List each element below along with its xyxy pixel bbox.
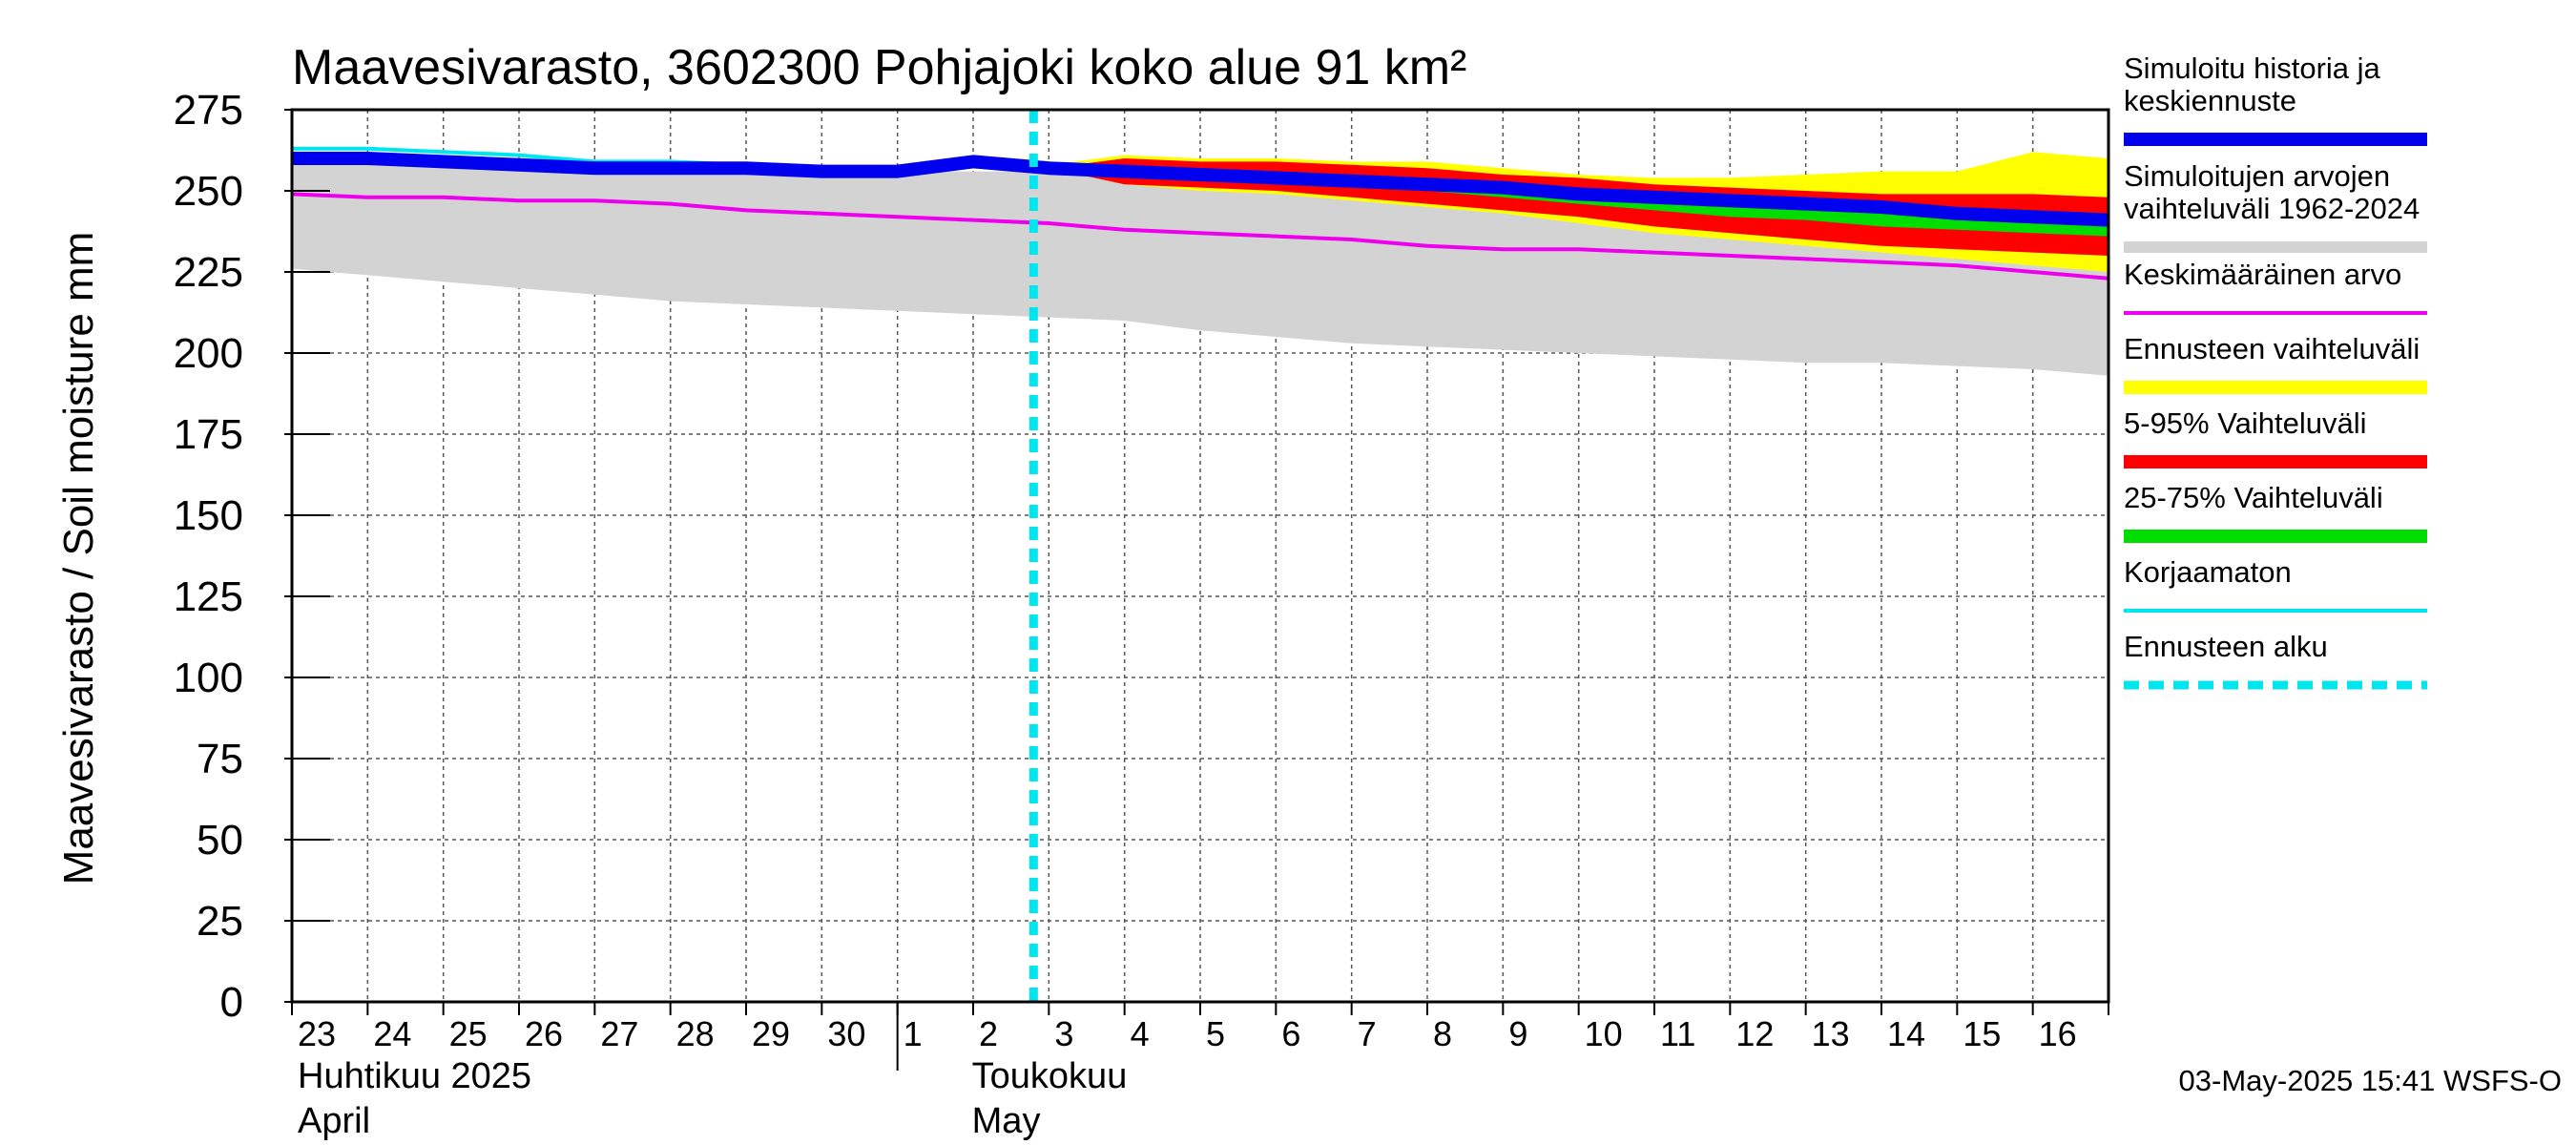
line-series (291, 192, 2109, 281)
legend-label: Keskimääräinen arvo (2124, 258, 2401, 291)
y-tick-label: 0 (220, 979, 243, 1026)
y-tick-label: 75 (197, 736, 243, 782)
x-tick-label: 29 (752, 1014, 790, 1053)
y-axis-label: Maavesivarasto / Soil moisture mm (55, 232, 102, 885)
x-tick-label: 14 (1887, 1014, 1925, 1053)
x-tick-label: 6 (1281, 1014, 1300, 1053)
x-tick-label: 30 (827, 1014, 865, 1053)
legend-label: vaihteluväli 1962-2024 (2124, 192, 2420, 225)
legend-label: 5-95% Vaihteluväli (2124, 406, 2366, 440)
x-tick-label: 10 (1585, 1014, 1623, 1053)
legend-label: Ennusteen alku (2124, 630, 2328, 663)
legend-label: Simuloitujen arvojen (2124, 159, 2390, 193)
legend-item: Korjaamaton (2124, 555, 2427, 613)
x-tick-label: 2 (979, 1014, 998, 1053)
series-lines (291, 110, 2109, 1002)
line-series (292, 152, 2109, 227)
y-tick-label: 150 (174, 492, 243, 539)
y-tick-label: 25 (197, 898, 243, 945)
timestamp: 03-May-2025 15:41 WSFS-O (2179, 1064, 2562, 1097)
x-tick-label: 26 (525, 1014, 563, 1053)
legend-item: Keskimääräinen arvo (2124, 258, 2427, 315)
y-tick-label: 250 (174, 168, 243, 215)
y-tick-label: 100 (174, 655, 243, 701)
plot-frame (290, 108, 2110, 1004)
legend-label: 25-75% Vaihteluväli (2124, 481, 2383, 514)
legend-label: Ennusteen vaihteluväli (2124, 332, 2420, 365)
x-tick-label: 4 (1131, 1014, 1150, 1053)
legend-label: keskiennuste (2124, 84, 2296, 117)
x-tick-label: 9 (1508, 1014, 1527, 1053)
x-tick-label: 25 (449, 1014, 488, 1053)
y-tick-label: 125 (174, 573, 243, 620)
x-tick-label: 3 (1054, 1014, 1073, 1053)
band-series (1049, 168, 2109, 237)
legend-item: Ennusteen alku (2124, 630, 2427, 690)
x-tick-label: 28 (676, 1014, 715, 1053)
x-tick-label: 15 (1963, 1014, 2001, 1053)
x-tick-label: 1 (904, 1014, 923, 1053)
y-tick-label: 200 (174, 330, 243, 377)
x-tick-label: 27 (600, 1014, 638, 1053)
y-tick-label: 50 (197, 817, 243, 864)
month-label-fi: Huhtikuu 2025 (298, 1056, 531, 1096)
x-tick-label: 8 (1433, 1014, 1452, 1053)
chart-title: Maavesivarasto, 3602300 Pohjajoki koko a… (292, 40, 1466, 95)
x-tick-label: 12 (1735, 1014, 1774, 1053)
month-label-fi: Toukokuu (972, 1056, 1128, 1096)
x-tick-label: 16 (2039, 1014, 2077, 1053)
month-label-en: May (972, 1101, 1041, 1141)
legend: Simuloitu historia jakeskiennusteSimuloi… (2124, 52, 2427, 690)
legend-label: Korjaamaton (2124, 555, 2292, 589)
legend-item: 5-95% Vaihteluväli (2124, 406, 2427, 468)
x-tick-label: 13 (1812, 1014, 1850, 1053)
month-label-en: April (298, 1101, 370, 1141)
legend-label: Simuloitu historia ja (2124, 52, 2381, 85)
y-tick-label: 225 (174, 249, 243, 296)
legend-item: 25-75% Vaihteluväli (2124, 481, 2427, 543)
y-tick-label: 275 (174, 87, 243, 134)
x-tick-label: 23 (298, 1014, 336, 1053)
legend-item: Ennusteen vaihteluväli (2124, 332, 2427, 394)
y-tick-label: 175 (174, 411, 243, 458)
x-tick-label: 5 (1206, 1014, 1225, 1053)
x-tick-label: 24 (373, 1014, 411, 1053)
x-tick-label: 7 (1358, 1014, 1377, 1053)
x-tick-label: 11 (1660, 1014, 1695, 1053)
